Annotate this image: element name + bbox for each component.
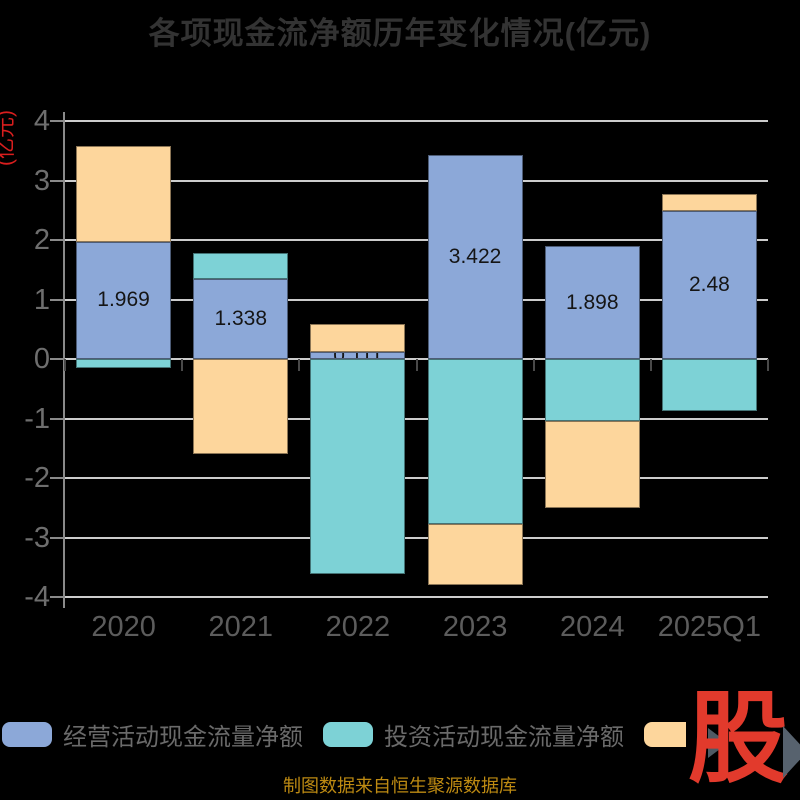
brand-logo: 股 [686,684,800,795]
chart-legend: 经营活动现金流量净额 投资活动现金流量净额 [2,710,705,758]
legend-item-investing-cashflow[interactable]: 投资活动现金流量净额 [323,717,624,752]
x-axis-tick [649,359,652,371]
y-axis-tick [50,179,64,182]
gridline [65,596,768,598]
bar-segment-2020-s0[interactable]: 1.969 [76,241,172,359]
y-axis-tick-label: -1 [24,402,50,435]
y-axis-tick-label: 3 [33,164,50,197]
logo-gu-character: 股 [688,683,788,795]
y-axis-tick [50,298,64,301]
y-axis-tick [50,477,64,479]
legend-item-financing-cashflow[interactable] [644,721,705,747]
y-axis-tick-label: 1 [33,283,50,316]
legend-swatch-investing [323,721,373,747]
y-axis-tick [50,358,64,360]
chart-title: 各项现金流净额历年变化情况(亿元) [148,16,652,51]
x-axis-tick [298,359,301,371]
bar-segment-2020-s2[interactable] [76,146,172,242]
logo-back-triangle-icon [708,728,728,758]
legend-swatch-operating [2,721,52,747]
y-axis-tick-label: 4 [33,105,50,137]
bar-segment-2022-s0[interactable]: 0.111 [310,352,406,359]
bar-segment-2024-s0[interactable]: 1.898 [544,246,640,359]
bar-value-label: 1.969 [97,288,150,312]
bar-segment-2023-s0[interactable]: 3.422 [427,155,523,359]
data-source-caption: 制图数据来自恒生聚源数据库 [283,776,517,796]
bar-segment-2022-s1[interactable] [310,359,406,574]
x-axis-category-label: 2022 [325,611,391,643]
bar-value-label: 0.111 [311,353,404,358]
y-axis-tick [50,417,64,420]
bar-value-label: 1.898 [565,290,619,314]
bar-segment-2025Q1-s0[interactable]: 2.48 [661,211,757,359]
y-axis-tick-label: 2 [33,224,50,256]
bar-segment-2023-s2[interactable] [427,523,523,586]
x-axis-category-label: 2025Q1 [657,611,761,643]
bar-segment-2021-s0[interactable]: 1.338 [193,279,289,359]
logo-play-arrow-icon [783,726,800,778]
y-axis-tick [50,536,64,539]
y-axis-tick [50,120,64,122]
legend-label-investing: 投资活动现金流量净额 [384,723,624,751]
x-axis-tick [181,359,184,371]
gridline [65,179,768,182]
y-axis-tick [50,239,64,241]
gridline [65,239,768,241]
bar-segment-2021-s2[interactable] [193,359,289,454]
gridline [65,298,768,301]
x-axis-tick [64,359,66,371]
bar-segment-2025Q1-s1[interactable] [661,359,757,411]
legend-label-operating: 经营活动现金流量净额 [63,723,303,751]
bar-segment-2020-s1[interactable] [76,359,172,368]
bar-segment-2024-s1[interactable] [544,359,640,422]
x-axis-category-label: 2024 [559,611,625,643]
bar-value-label: 1.338 [214,307,268,331]
x-axis-tick [767,359,769,371]
gridline [65,477,768,479]
bar-segment-2024-s2[interactable] [544,421,640,508]
bar-value-label: 2.48 [688,273,730,297]
x-axis-category-label: 2021 [208,611,273,643]
y-axis-tick-label: -2 [24,462,50,494]
bar-value-label: 3.422 [448,245,502,269]
gridline [65,536,768,539]
y-axis-tick [50,596,64,598]
bar-segment-2022-s2[interactable] [310,323,406,353]
legend-item-operating-cashflow[interactable]: 经营活动现金流量净额 [2,717,303,752]
x-axis-category-label: 2020 [91,611,156,643]
bar-segment-2021-s1[interactable] [193,253,289,280]
legend-swatch-financing [644,721,694,747]
gridline [65,417,768,420]
gridline [65,120,768,122]
bar-segment-2025Q1-s2[interactable] [661,193,757,212]
y-axis-tick-label: -4 [24,581,50,613]
y-axis-tick-label: 0 [33,343,50,375]
y-axis-tick-label: -3 [24,521,50,554]
x-axis-category-label: 2023 [442,611,508,643]
bar-segment-2023-s1[interactable] [427,359,523,524]
x-axis-tick [532,359,535,371]
x-axis-tick [415,359,418,371]
